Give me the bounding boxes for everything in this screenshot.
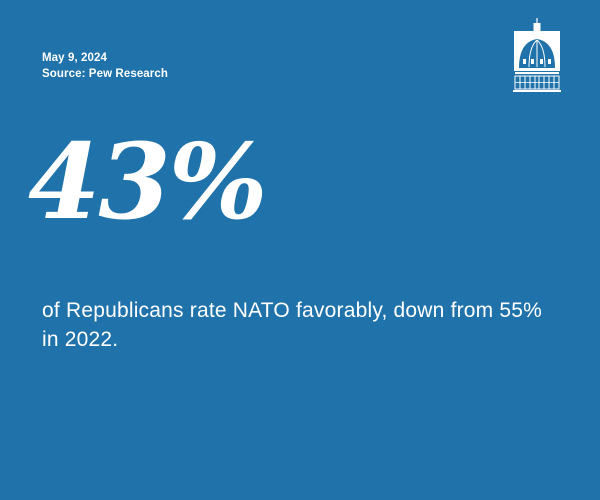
headline-statistic: 43%	[28, 120, 268, 243]
statistic-caption: of Republicans rate NATO favorably, down…	[42, 299, 543, 351]
source-text: Source: Pew Research	[42, 68, 169, 80]
meta-info: May 9, 2024 Source: Pew Research	[42, 50, 168, 82]
date-text: May 9, 2024	[42, 52, 108, 64]
capitol-dome-icon	[512, 18, 562, 92]
